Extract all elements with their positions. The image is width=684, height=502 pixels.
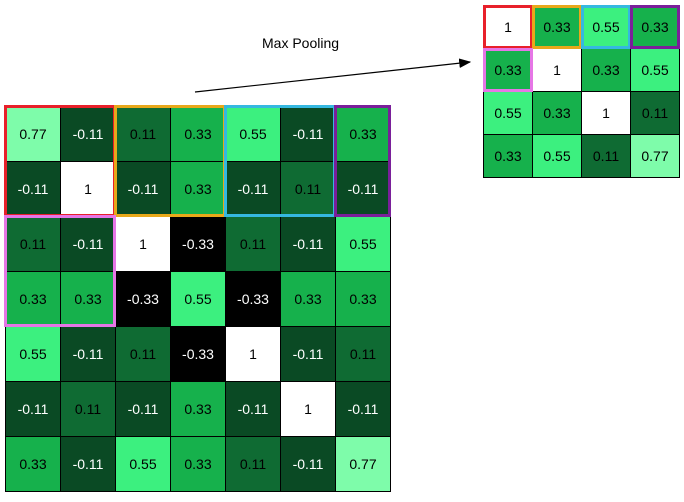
matrix-cell: -0.11 — [336, 382, 390, 436]
matrix-cell: -0.11 — [61, 437, 115, 491]
matrix-cell: 0.11 — [6, 217, 60, 271]
matrix-cell: -0.11 — [281, 217, 335, 271]
matrix-cell: 0.55 — [226, 107, 280, 161]
matrix-cell: 0.33 — [336, 107, 390, 161]
matrix-cell: 0.11 — [116, 107, 170, 161]
matrix-cell: 0.33 — [336, 272, 390, 326]
matrix-cell: 0.33 — [6, 272, 60, 326]
matrix-cell: 0.33 — [281, 272, 335, 326]
matrix-cell: 0.55 — [6, 327, 60, 381]
matrix-cell: -0.11 — [281, 107, 335, 161]
matrix-cell: -0.33 — [116, 272, 170, 326]
matrix-cell: 1 — [226, 327, 280, 381]
matrix-cell: 0.77 — [631, 135, 679, 177]
matrix-cell: 0.77 — [6, 107, 60, 161]
matrix-cell: 0.33 — [484, 49, 532, 91]
matrix-cell: 0.55 — [336, 217, 390, 271]
matrix-cell: 0.11 — [116, 327, 170, 381]
matrix-cell: 0.33 — [484, 135, 532, 177]
matrix-cell: 0.55 — [116, 437, 170, 491]
matrix-cell: 0.33 — [61, 272, 115, 326]
matrix-cell: 1 — [533, 49, 581, 91]
matrix-cell: -0.11 — [281, 437, 335, 491]
matrix-cell: 0.33 — [171, 162, 225, 216]
matrix-cell: 1 — [582, 92, 630, 134]
matrix-cell: -0.33 — [171, 217, 225, 271]
matrix-cell: 0.33 — [171, 107, 225, 161]
matrix-cell: 0.33 — [533, 6, 581, 48]
matrix-cell: -0.11 — [226, 162, 280, 216]
matrix-cell: 0.33 — [533, 92, 581, 134]
matrix-cell: 0.55 — [582, 6, 630, 48]
matrix-cell: 0.77 — [336, 437, 390, 491]
matrix-cell: -0.11 — [336, 162, 390, 216]
pooled-output-map: 1 0.33 0.55 0.33 0.33 1 0.33 0.55 0.55 0.33 1 0.11 0… — [483, 5, 680, 178]
matrix-cell: 0.11 — [582, 135, 630, 177]
matrix-cell: -0.11 — [116, 162, 170, 216]
matrix-cell: 0.33 — [171, 382, 225, 436]
matrix-cell: 1 — [61, 162, 115, 216]
matrix-cell: 0.33 — [6, 437, 60, 491]
matrix-cell: 0.33 — [631, 6, 679, 48]
matrix-cell: 1 — [281, 382, 335, 436]
matrix-cell: -0.11 — [6, 162, 60, 216]
input-feature-map: 0.77 -0.11 0.11 0.33 0.55 -0.11 0.33 -0.11 1 -0.1… — [5, 106, 391, 492]
matrix-cell: 0.55 — [631, 49, 679, 91]
matrix-cell: 0.55 — [484, 92, 532, 134]
matrix-cell: -0.11 — [226, 382, 280, 436]
matrix-cell: -0.11 — [6, 382, 60, 436]
matrix-cell: 0.11 — [226, 437, 280, 491]
matrix-cell: -0.33 — [171, 327, 225, 381]
matrix-cell: 0.11 — [631, 92, 679, 134]
matrix-cell: -0.11 — [281, 327, 335, 381]
matrix-cell: 0.11 — [336, 327, 390, 381]
diagram-title: Max Pooling — [262, 35, 340, 51]
matrix-cell: 0.33 — [171, 437, 225, 491]
matrix-cell: -0.11 — [61, 107, 115, 161]
matrix-cell: -0.11 — [61, 217, 115, 271]
matrix-cell: 0.11 — [61, 382, 115, 436]
matrix-cell: 0.55 — [171, 272, 225, 326]
matrix-cell: -0.11 — [61, 327, 115, 381]
matrix-cell: -0.11 — [116, 382, 170, 436]
matrix-cell: 0.11 — [281, 162, 335, 216]
matrix-cell: -0.33 — [226, 272, 280, 326]
matrix-cell: 0.11 — [226, 217, 280, 271]
matrix-cell: 1 — [116, 217, 170, 271]
matrix-cell: 0.33 — [582, 49, 630, 91]
matrix-cell: 1 — [484, 6, 532, 48]
matrix-cell: 0.55 — [533, 135, 581, 177]
